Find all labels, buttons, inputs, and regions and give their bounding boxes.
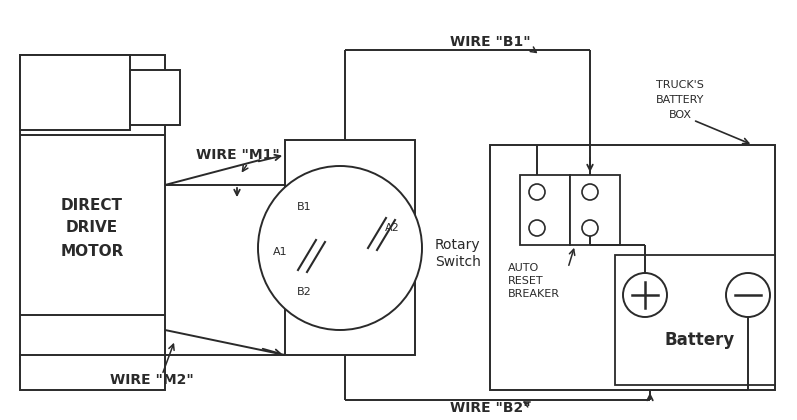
Circle shape [623,273,667,317]
Text: Rotary: Rotary [435,238,481,252]
Text: Switch: Switch [435,255,481,269]
Text: TRUCK'S: TRUCK'S [656,80,704,90]
Text: DIRECT: DIRECT [61,197,123,213]
Text: B1: B1 [297,202,312,212]
Bar [570,175,620,245]
Text: BOX: BOX [669,110,692,120]
Bar [20,55,165,365]
Text: WIRE "B2": WIRE "B2" [450,401,530,415]
Text: A2: A2 [385,223,400,233]
Bar [520,175,570,245]
Circle shape [582,220,598,236]
Text: WIRE "B1": WIRE "B1" [450,35,530,49]
Bar [20,355,165,390]
Text: RESET: RESET [508,276,544,286]
Text: AUTO: AUTO [508,263,540,273]
Bar [20,55,130,130]
Bar [615,255,775,385]
Text: B2: B2 [297,287,312,297]
Text: DRIVE: DRIVE [66,220,118,236]
Circle shape [726,273,770,317]
Circle shape [582,184,598,200]
Bar [320,200,362,214]
Bar [130,70,180,125]
Text: WIRE "M2": WIRE "M2" [110,373,194,387]
Circle shape [258,166,422,330]
Circle shape [529,220,545,236]
Text: Battery: Battery [665,331,735,349]
Bar [490,145,775,390]
Text: WIRE "M1": WIRE "M1" [196,148,280,162]
Text: A1: A1 [273,247,288,257]
Text: BREAKER: BREAKER [508,289,560,299]
Bar [320,285,362,299]
Circle shape [529,184,545,200]
Text: BATTERY: BATTERY [656,95,705,105]
Text: MOTOR: MOTOR [61,244,124,258]
Bar [285,140,415,355]
